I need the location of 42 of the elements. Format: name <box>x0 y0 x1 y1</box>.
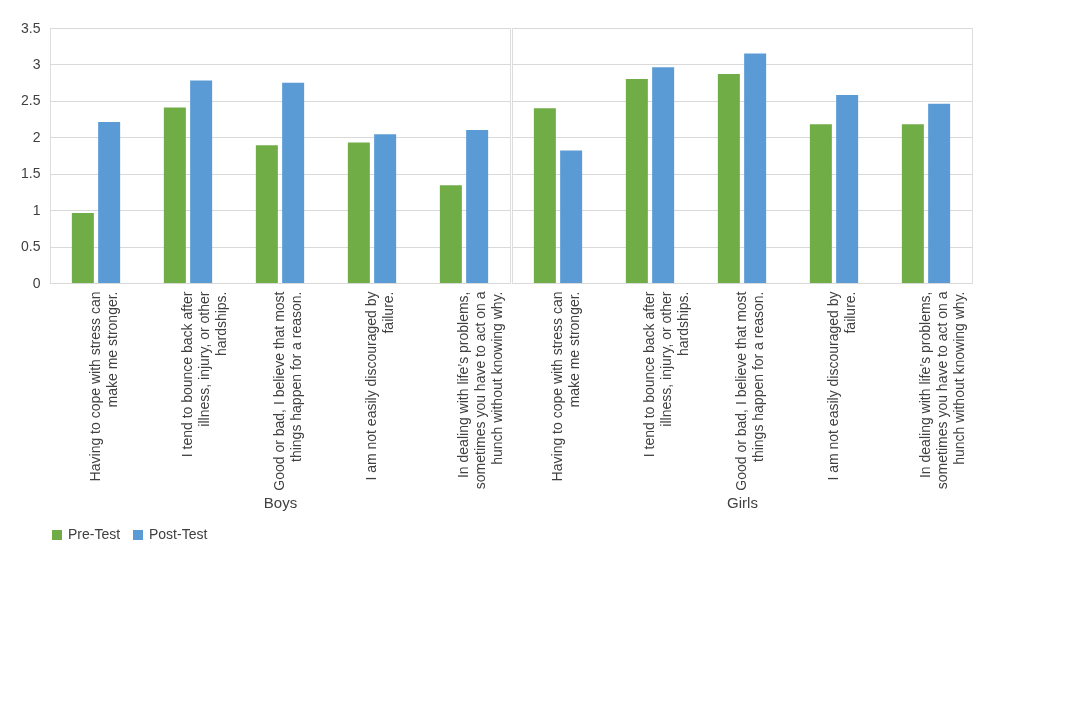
bar <box>533 108 556 283</box>
bar <box>71 213 94 283</box>
x-tick-label: I am not easily discouraged by failure. <box>825 291 858 481</box>
y-tick-label: 2 <box>32 128 41 145</box>
bar <box>560 150 583 283</box>
y-tick-label: 1 <box>32 201 41 218</box>
legend-label: Post-Test <box>149 526 208 542</box>
bar <box>901 124 924 283</box>
bar <box>466 130 489 283</box>
bar <box>163 107 186 283</box>
bar <box>347 142 370 283</box>
x-axis-title: Girls <box>727 493 758 511</box>
x-tick-label: Having to cope with stress can make me stronger. <box>87 291 120 482</box>
x-tick-label: In dealing with life’s problems, sometimes you have to act on a hunch without knowing why. <box>917 291 967 490</box>
x-tick-label: I am not easily discouraged by failure. <box>363 291 396 481</box>
y-tick-label: 0.5 <box>21 238 41 255</box>
bar <box>744 53 767 283</box>
bar <box>190 80 213 283</box>
bar <box>928 103 951 283</box>
y-tick-label: 0 <box>32 274 41 291</box>
legend-label: Pre-Test <box>68 526 121 542</box>
bar <box>255 145 278 283</box>
x-tick-label: Having to cope with stress can make me stronger. <box>549 291 582 482</box>
y-tick-label: 2.5 <box>21 92 41 109</box>
x-tick-label: Good or bad, I believe that most things happen for a reason. <box>271 291 304 491</box>
bar <box>836 95 859 283</box>
bar <box>717 73 740 283</box>
bar <box>439 185 462 283</box>
y-tick-label: 1.5 <box>21 165 41 182</box>
y-tick-label: 3.5 <box>21 19 41 36</box>
bar <box>809 124 832 283</box>
bar <box>652 67 675 283</box>
x-tick-label: Good or bad, I believe that most things happen for a reason. <box>733 291 766 491</box>
bar <box>374 134 397 283</box>
x-axis-title: Boys <box>263 493 298 511</box>
y-tick-label: 3 <box>32 55 41 72</box>
bar <box>625 79 648 283</box>
bar <box>98 121 121 283</box>
x-tick-label: I tend to bounce back after illness, injury, or other hardships. <box>641 291 691 458</box>
bar <box>282 82 305 283</box>
x-tick-label: In dealing with life’s problems, sometimes you have to act on a hunch without knowing why. <box>455 291 505 490</box>
x-tick-label: I tend to bounce back after illness, injury, or other hardships. <box>179 291 229 458</box>
